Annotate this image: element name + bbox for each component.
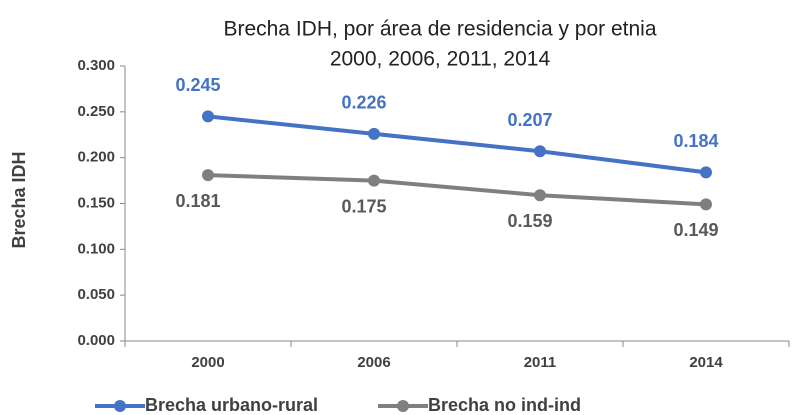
legend-marker <box>397 400 409 412</box>
chart-subtitle: 2000, 2006, 2011, 2014 <box>330 48 551 71</box>
legend-label: Brecha urbano-rural <box>145 395 318 415</box>
data-label: 0.159 <box>507 211 552 231</box>
y-tick-label: 0.000 <box>77 332 115 349</box>
legend-label: Brecha no ind-ind <box>428 395 581 415</box>
data-label: 0.226 <box>341 93 386 113</box>
y-tick-label: 0.300 <box>77 57 115 74</box>
data-point <box>368 127 380 140</box>
data-point <box>534 145 546 158</box>
x-tick-label: 2006 <box>357 354 390 371</box>
y-tick-label: 0.150 <box>77 194 115 211</box>
data-point <box>700 198 712 211</box>
y-tick-label: 0.050 <box>77 286 115 303</box>
data-point <box>368 174 380 187</box>
data-label: 0.149 <box>673 220 718 240</box>
data-label: 0.184 <box>673 131 718 151</box>
series-line <box>207 114 707 175</box>
x-tick-label: 2000 <box>191 354 224 371</box>
y-tick-label: 0.250 <box>77 103 115 120</box>
x-tick-label: 2011 <box>524 354 557 371</box>
data-point <box>534 189 546 202</box>
y-tick-label: 0.100 <box>77 240 115 257</box>
data-point <box>202 169 214 182</box>
x-tick-label: 2014 <box>689 354 723 371</box>
data-point <box>700 166 712 179</box>
legend-marker <box>114 400 126 412</box>
series-line <box>207 173 707 207</box>
data-point <box>202 110 214 123</box>
chart-title: Brecha IDH, por área de residencia y por… <box>223 18 656 41</box>
data-label: 0.175 <box>341 196 386 216</box>
y-tick-label: 0.200 <box>77 149 115 166</box>
data-label: 0.181 <box>175 191 220 211</box>
y-axis-label: Brecha IDH <box>9 151 29 248</box>
data-label: 0.207 <box>507 110 552 130</box>
data-label: 0.245 <box>175 75 220 95</box>
